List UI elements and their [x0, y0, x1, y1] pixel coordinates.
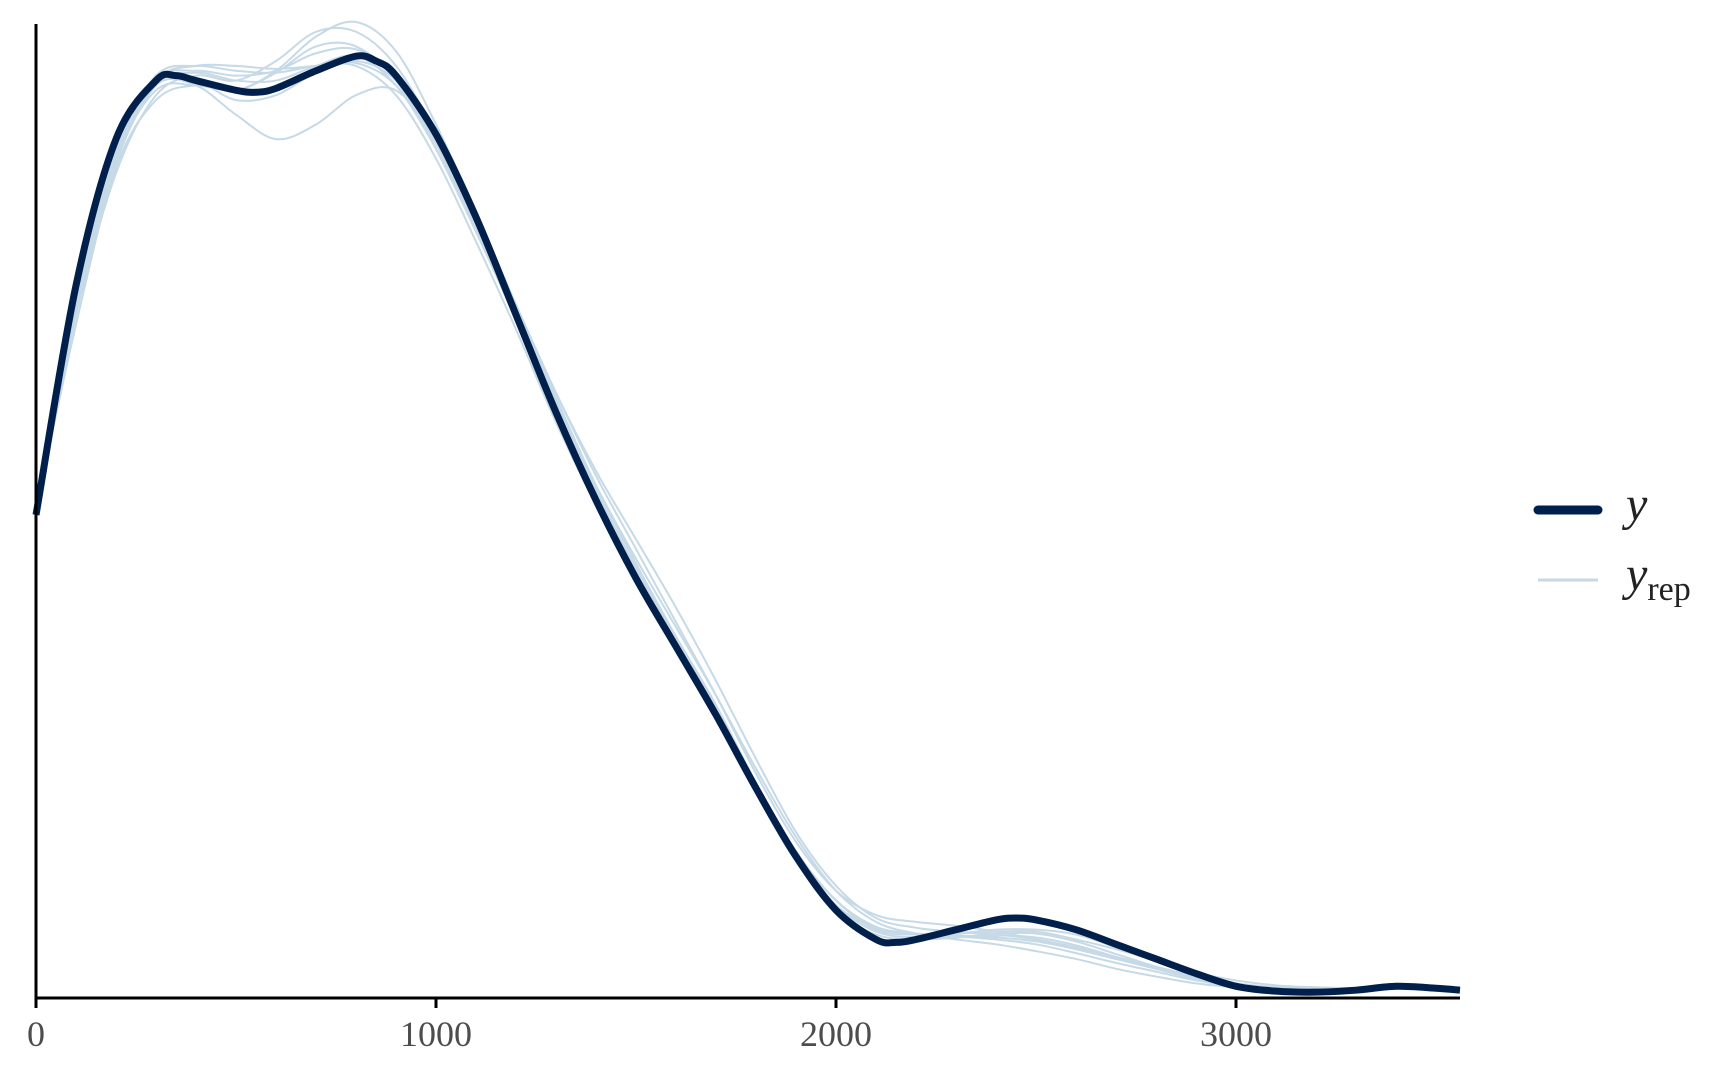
y-rep-line-5	[35, 41, 1461, 992]
y-rep-line-3	[35, 77, 1461, 991]
x-ticks: 0 1000 2000 3000	[27, 998, 1272, 1054]
legend-label-y: y	[1621, 478, 1648, 531]
y-rep-line-8	[35, 26, 1461, 991]
y-observed-line	[32, 52, 1461, 996]
x-tick-label-1000: 1000	[400, 1014, 472, 1054]
legend: y yrep	[1533, 478, 1691, 608]
axes	[34, 24, 1460, 1000]
x-tick-label-3000: 3000	[1200, 1014, 1272, 1054]
y-rep-line-2	[35, 20, 1460, 990]
legend-label-y-rep-subscript: rep	[1647, 571, 1690, 608]
x-tick-label-2000: 2000	[800, 1014, 872, 1054]
y-rep-line-7	[35, 62, 1461, 992]
y-rep-series-group	[35, 20, 1461, 992]
y-rep-line-1	[35, 60, 1461, 990]
y-rep-line-6	[35, 46, 1461, 991]
legend-label-y-rep: yrep	[1621, 548, 1691, 608]
x-tick-label-0: 0	[27, 1014, 45, 1054]
legend-label-y-rep-main: y	[1621, 548, 1648, 601]
y-rep-line-4	[35, 54, 1460, 991]
y-series-group	[32, 52, 1461, 996]
y-rep-line-9	[35, 59, 1460, 990]
